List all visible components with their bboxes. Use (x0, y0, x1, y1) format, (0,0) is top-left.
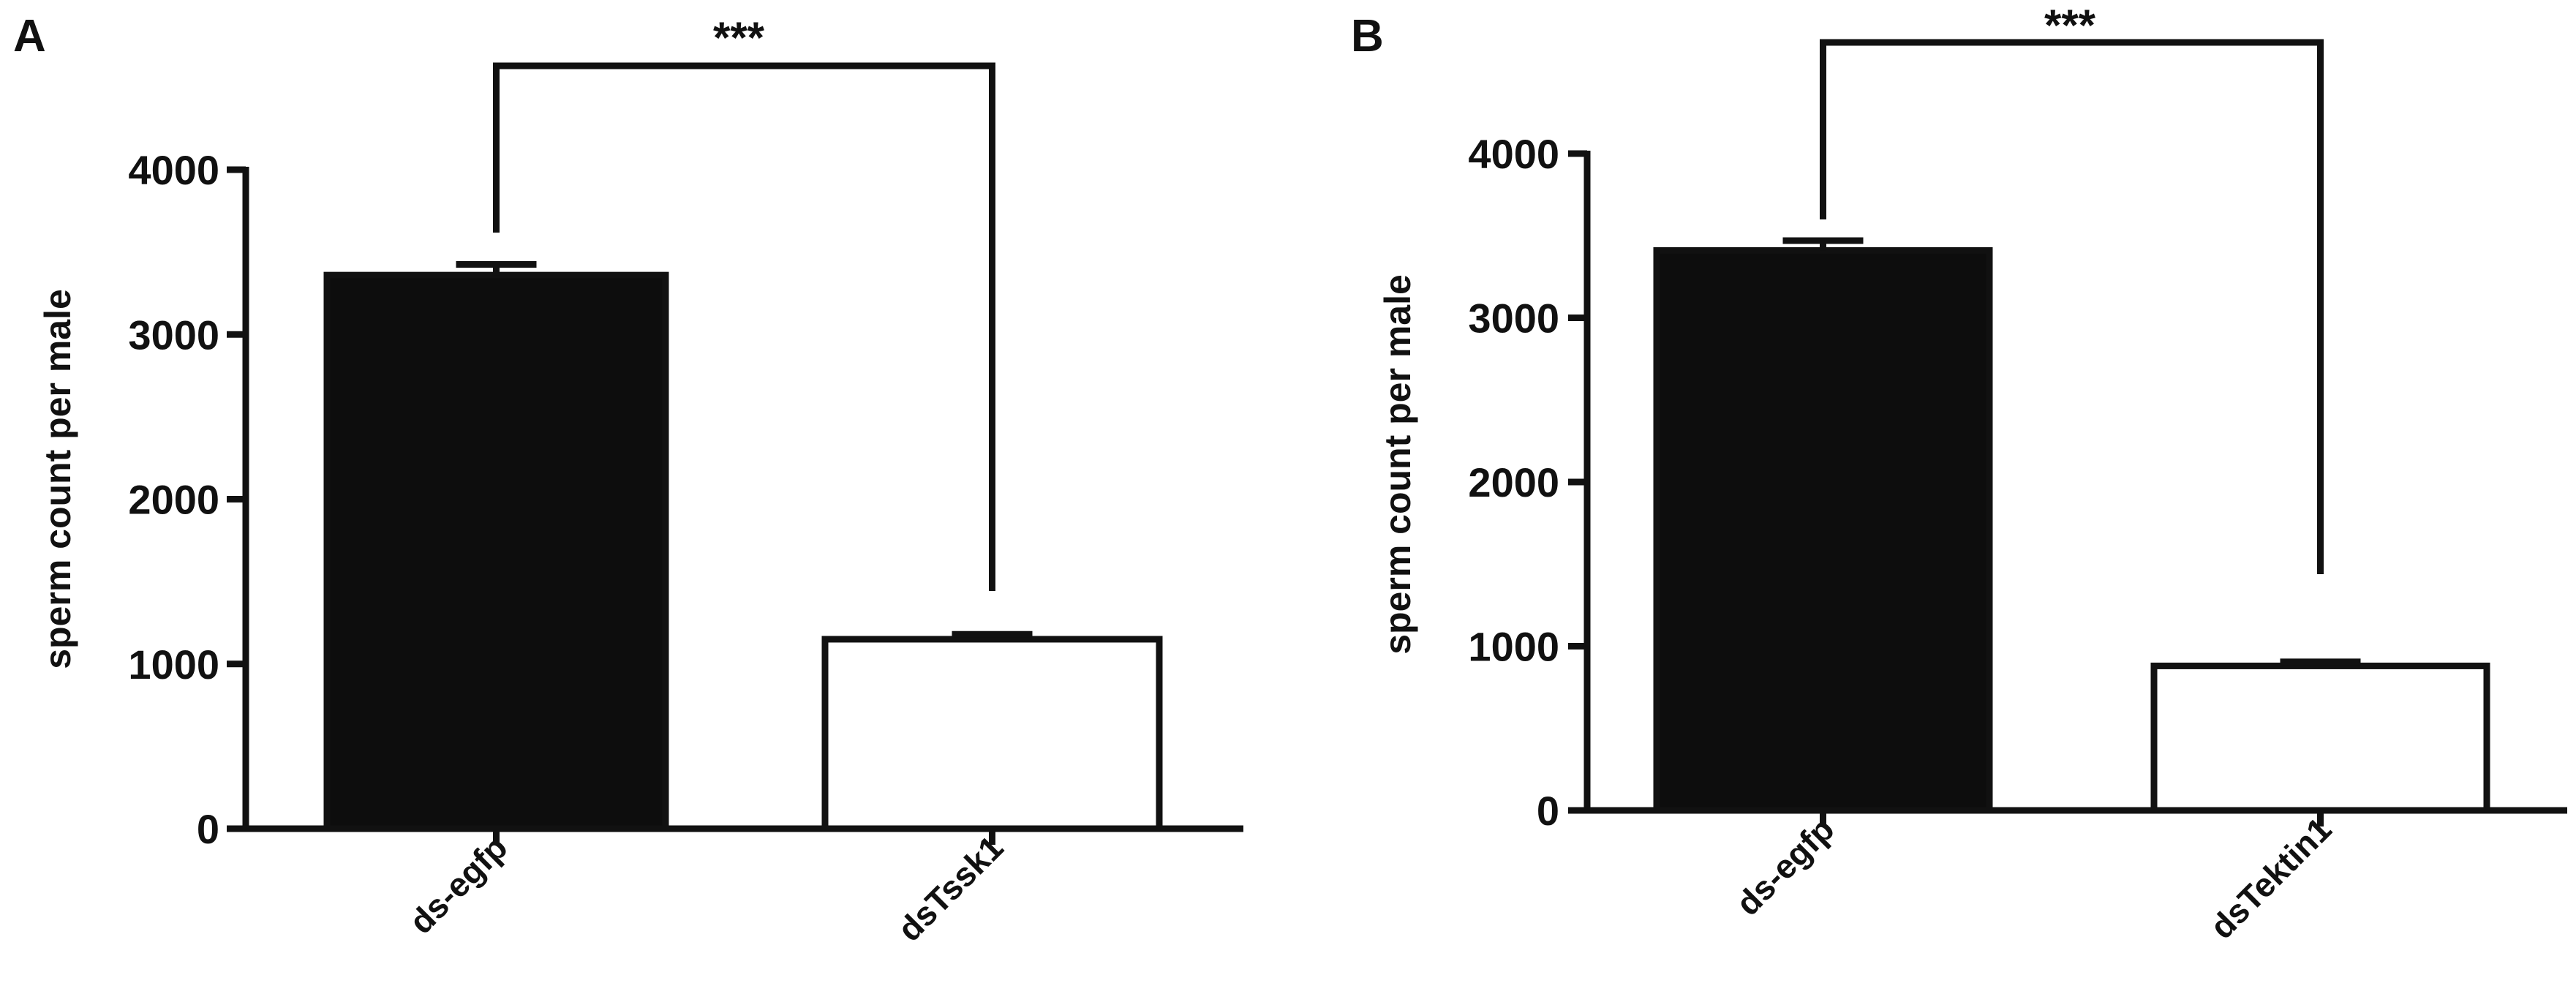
x-tick-label: dsTektin1 (2202, 810, 2338, 946)
bar (821, 636, 1163, 832)
y-tick-label: 3000 (128, 312, 219, 358)
y-tick-label: 2000 (1468, 459, 1559, 505)
y-axis-title: sperm count per male (37, 289, 78, 669)
panel-label: B (1351, 11, 1384, 61)
panel-b: B sperm count per male *** 0100020003000… (1351, 1, 2567, 946)
significance-bracket (493, 62, 995, 591)
panel-label: A (13, 11, 46, 61)
y-tick-label: 3000 (1468, 295, 1559, 342)
x-tick-label: dsTssk1 (890, 828, 1011, 949)
y-tick-label: 0 (197, 806, 219, 852)
y-tick-label: 4000 (128, 147, 219, 193)
bar (323, 271, 669, 832)
bar (1653, 246, 1993, 814)
y-tick-label: 0 (1537, 788, 1559, 834)
significance-label: *** (713, 13, 765, 62)
y-tick-label: 1000 (128, 641, 219, 688)
y-axis-title: sperm count per male (1377, 274, 1418, 655)
x-tick-label: ds-egfp (402, 828, 514, 941)
bar (2150, 662, 2490, 814)
panel-a: A sperm count per male *** 0 1000 2000 3000… (13, 11, 1243, 949)
y-tick-label: 2000 (128, 477, 219, 523)
y-tick-label: 1000 (1468, 624, 1559, 670)
x-tick-label: ds-egfp (1728, 810, 1841, 922)
significance-bracket (1820, 39, 2324, 574)
y-tick-label: 4000 (1468, 131, 1559, 177)
